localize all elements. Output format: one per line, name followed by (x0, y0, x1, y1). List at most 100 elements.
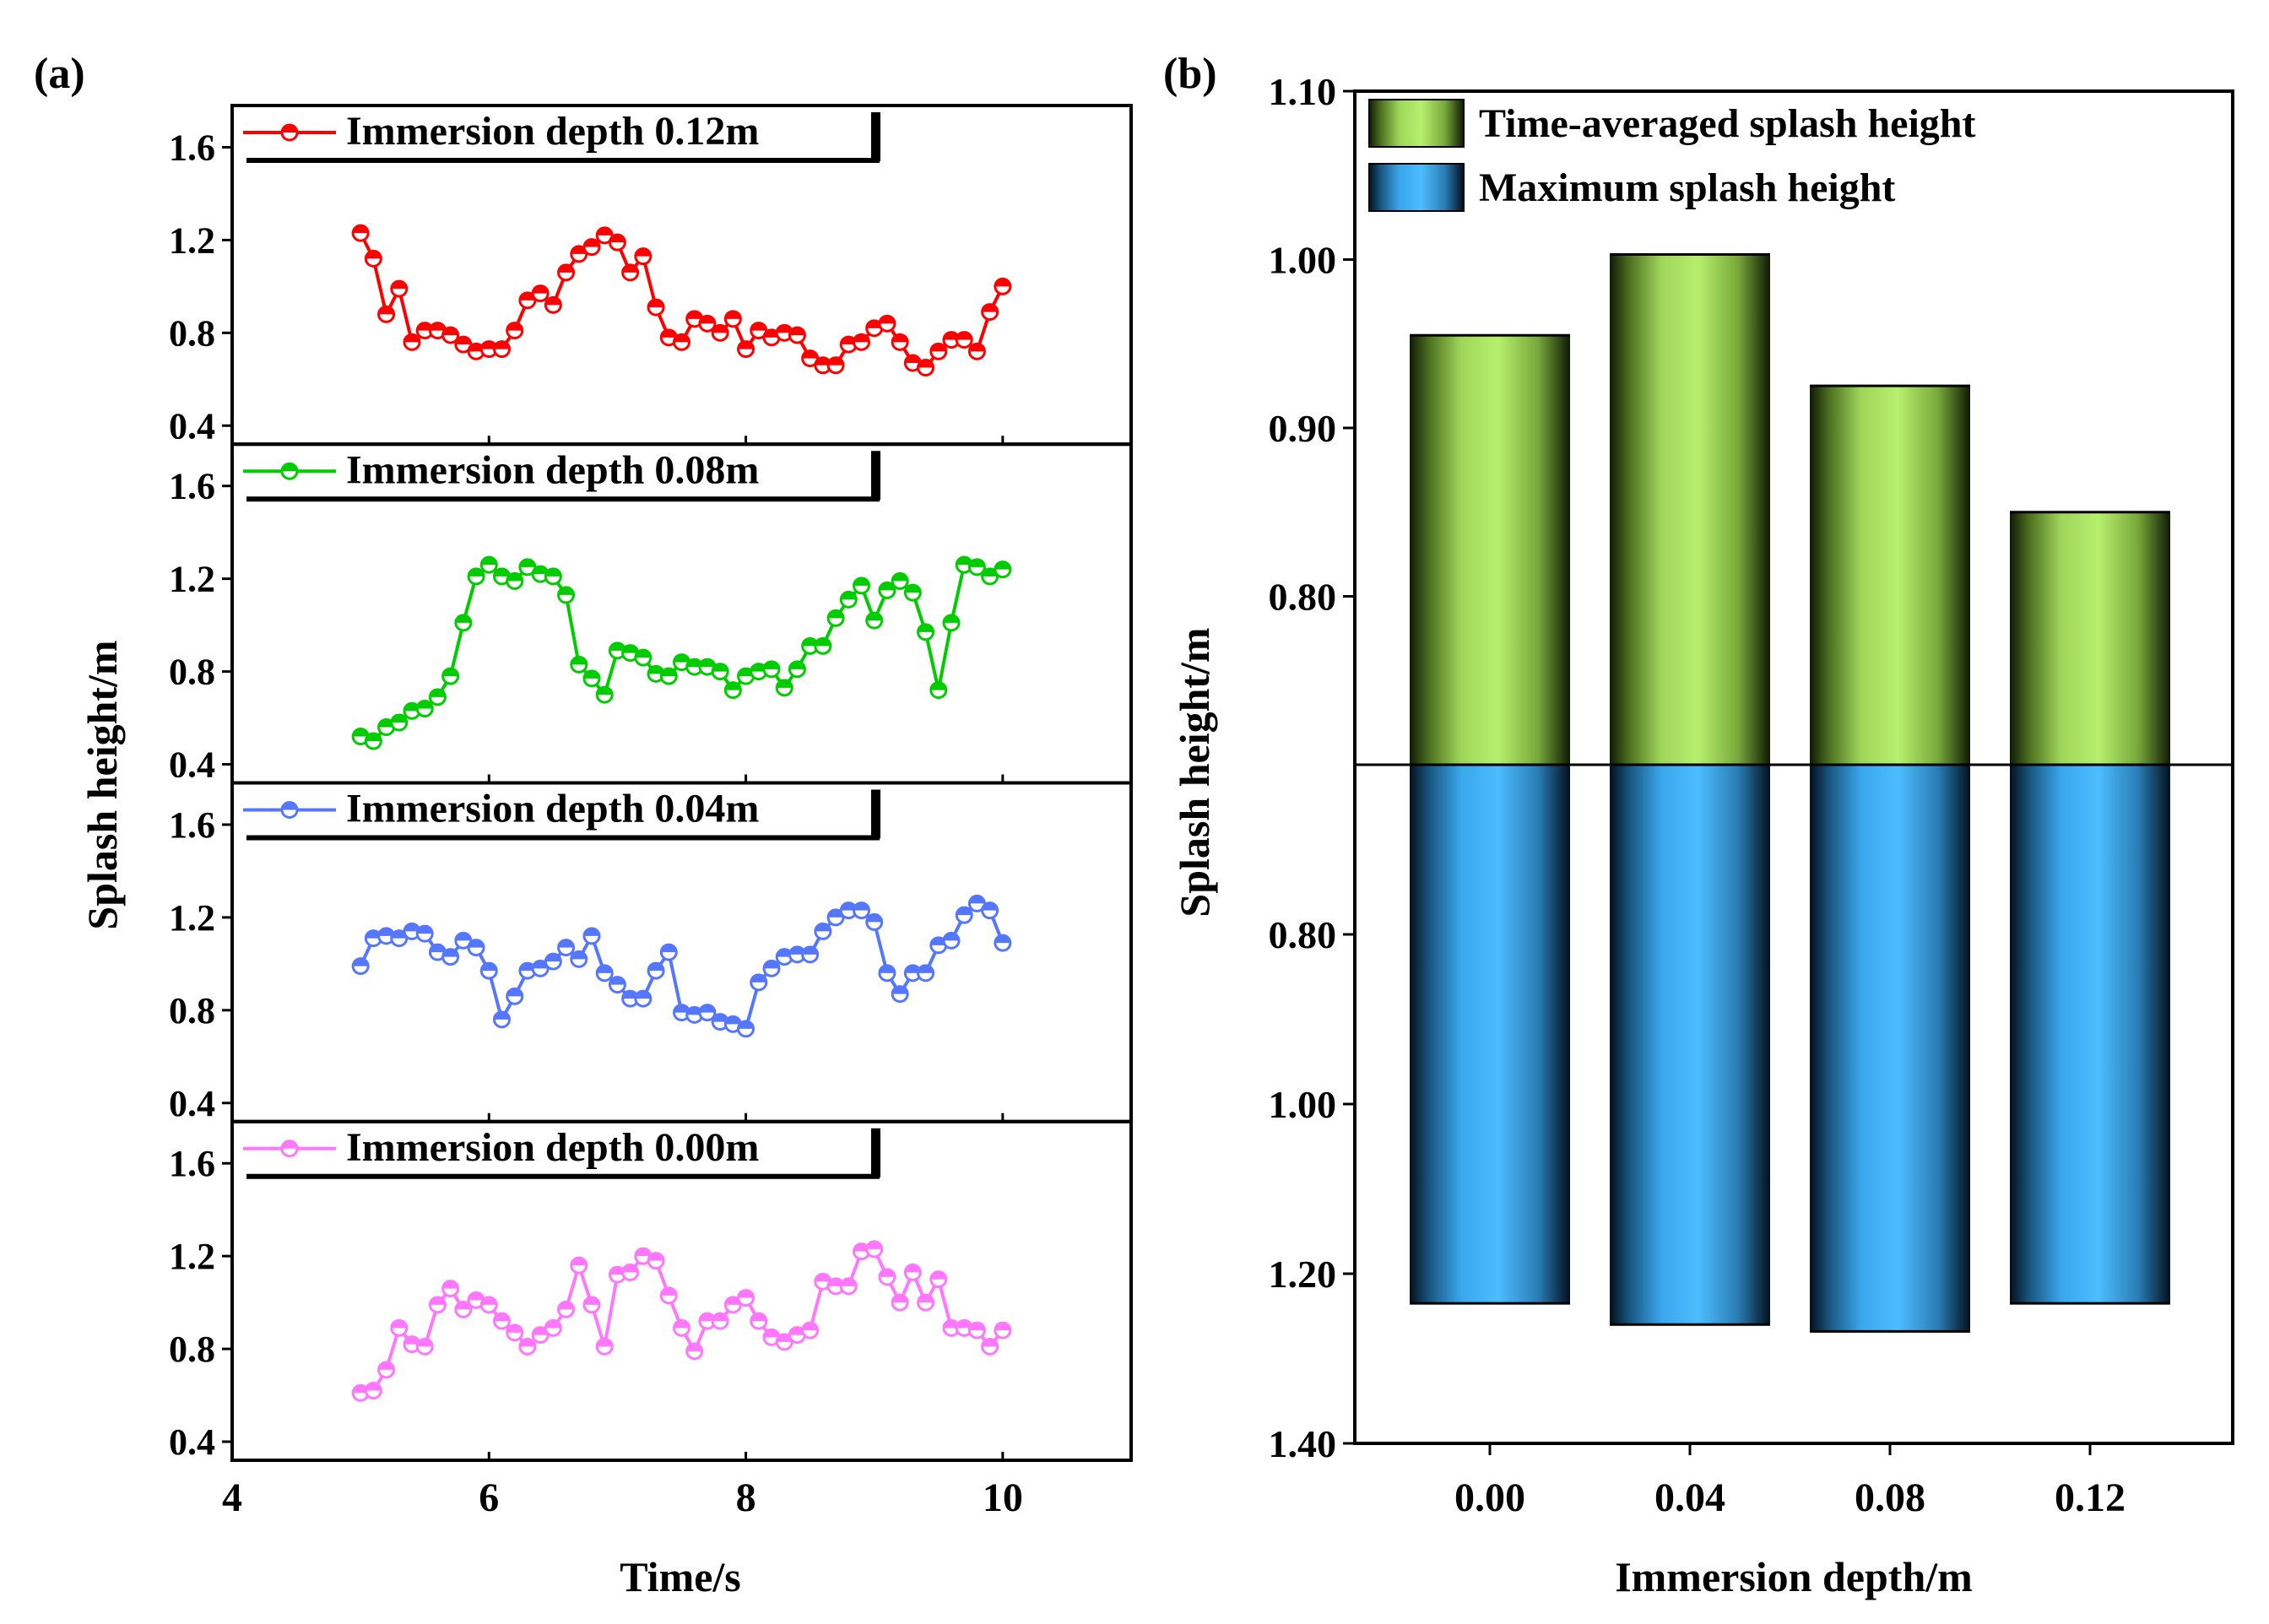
y-tick-label: 1.6 (169, 127, 215, 168)
data-point-fill (738, 341, 754, 349)
data-point-fill (750, 1313, 766, 1322)
data-point-fill (699, 659, 715, 668)
x-tick-label: 0.08 (1855, 1475, 1925, 1520)
bar-maximum-0.00 (1410, 765, 1570, 1304)
data-point-fill (545, 954, 561, 962)
legend-label: Immersion depth 0.00m (346, 1125, 759, 1170)
data-point-fill (789, 328, 805, 336)
data-point-fill (609, 977, 625, 985)
data-point-fill (930, 937, 946, 945)
data-point-fill (738, 669, 754, 677)
data-point-fill (686, 659, 702, 668)
x-tick-label: 6 (479, 1475, 499, 1520)
data-point-fill (725, 1016, 741, 1025)
x-tick-label: 4 (222, 1475, 242, 1520)
data-point-fill (725, 1296, 741, 1305)
data-point-fill (558, 587, 574, 595)
data-point-fill (391, 930, 407, 939)
data-point-fill (969, 344, 985, 352)
data-point-fill (391, 1320, 407, 1329)
data-point-fill (918, 360, 934, 368)
legend-marker-fill (282, 125, 297, 133)
subplot-3: 0.4 0.8 1.2 1.6 Immersion depth 0.04m (169, 781, 1133, 1124)
data-point-fill (481, 1296, 497, 1305)
y-axis-label: Splash height/m (79, 640, 126, 929)
data-point-fill (994, 935, 1010, 944)
bar-time-averaged-0.08 (1810, 386, 1970, 765)
data-point-fill (597, 965, 613, 973)
data-point-fill (442, 1280, 458, 1289)
data-point-fill (725, 311, 741, 319)
data-point-fill (597, 227, 613, 235)
data-point-fill (455, 337, 471, 345)
data-point-fill (597, 687, 613, 696)
legend-shadow (871, 789, 880, 839)
data-point-fill (494, 341, 510, 349)
data-point-fill (815, 357, 831, 365)
y-tick-label: 1.6 (169, 1143, 215, 1184)
data-point-fill (815, 1274, 831, 1282)
legend-label: Immersion depth 0.08m (346, 447, 759, 492)
data-point-fill (366, 930, 382, 939)
x-tick-label: 8 (736, 1475, 756, 1520)
data-point-fill (802, 638, 818, 647)
data-point-fill (802, 350, 818, 359)
data-point-fill (442, 328, 458, 336)
data-point-fill (712, 325, 728, 333)
data-point-fill (404, 334, 420, 343)
data-point-fill (802, 946, 818, 955)
data-point-fill (430, 1296, 446, 1305)
data-point-fill (944, 933, 959, 941)
data-point-fill (777, 679, 793, 688)
data-point-fill (905, 355, 921, 364)
data-point-fill (622, 264, 638, 273)
data-point-fill (430, 945, 446, 953)
data-point-fill (533, 961, 549, 969)
legend-shadow (246, 492, 880, 502)
data-point-fill (430, 322, 446, 331)
data-point-fill (918, 965, 934, 973)
data-point-fill (468, 1292, 485, 1301)
data-point-fill (378, 1361, 394, 1370)
data-point-fill (417, 701, 433, 709)
data-point-fill (353, 958, 369, 966)
data-point-fill (725, 682, 741, 690)
data-point-fill (545, 568, 561, 577)
data-point-fill (994, 279, 1010, 287)
data-point-fill (892, 334, 908, 343)
legend-box (236, 449, 871, 497)
x-axis-label: Immersion depth/m (1615, 1553, 1973, 1600)
data-point-fill (944, 1320, 959, 1329)
data-point-fill (866, 320, 882, 328)
y-axis-ticks: 0.80 0.90 1.00 1.10 0.80 1.00 1.20 1.40 (1269, 70, 1355, 1465)
data-point-fill (571, 1258, 587, 1266)
data-point-fill (545, 1320, 561, 1329)
data-point-fill (699, 1004, 715, 1013)
data-point-fill (533, 285, 549, 294)
data-point-fill (455, 1302, 471, 1310)
legend: Immersion depth 0.12m (236, 109, 880, 163)
legend-label: Maximum splash height (1479, 165, 1895, 210)
subplot-4: 0.4 0.8 1.2 1.6 Immersion depth 0.00m (169, 1119, 1133, 1463)
x-tick-label: 0.12 (2055, 1475, 2125, 1520)
bar-time-averaged-0.12 (2010, 512, 2170, 765)
data-point-fill (417, 322, 433, 331)
data-point-fill (674, 1320, 690, 1329)
legend-shadow (871, 451, 880, 501)
subplot-frame (230, 1119, 1133, 1462)
data-point-fill (404, 1336, 420, 1345)
data-point-fill (764, 329, 779, 338)
data-point-fill (635, 991, 651, 999)
data-point-fill (828, 1278, 844, 1286)
data-point-fill (519, 559, 535, 567)
data-point-fill (506, 322, 523, 331)
data-point-fill (853, 902, 869, 911)
y-tick-label: 0.4 (169, 405, 215, 447)
y-tick-label: 1.6 (169, 466, 215, 507)
bars (1410, 253, 2170, 1333)
y-tick-label: 0.80 (1269, 913, 1337, 956)
bar-maximum-0.08 (1810, 765, 1970, 1332)
data-point-fill (712, 663, 728, 672)
data-point-fill (982, 304, 998, 312)
